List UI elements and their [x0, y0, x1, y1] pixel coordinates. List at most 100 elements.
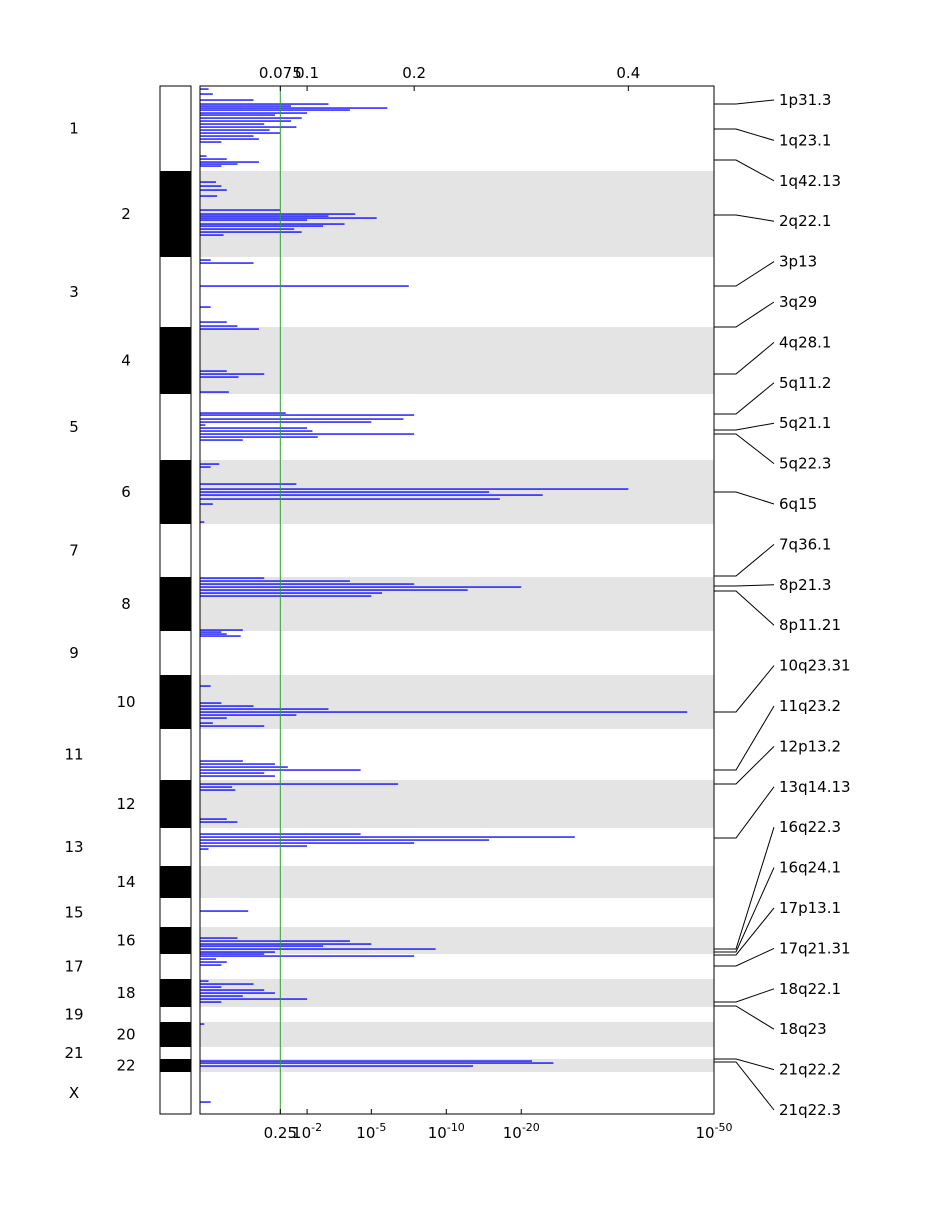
cytoband-leader — [714, 1061, 775, 1111]
g-score-bar — [200, 943, 372, 945]
chrom-label-2: 2 — [121, 205, 131, 223]
g-score-bar — [200, 321, 227, 323]
g-score-bar — [200, 940, 350, 942]
bottom-tick-label: 0.25 — [264, 1124, 297, 1142]
chrom-label-13: 13 — [64, 838, 83, 856]
g-score-bar — [200, 1001, 222, 1003]
cytoband-label: 1q42.13 — [779, 172, 841, 190]
g-score-bar — [200, 427, 308, 429]
g-score-bar — [200, 635, 241, 637]
cytoband-label: 12p13.2 — [779, 737, 841, 755]
g-score-bar — [200, 231, 302, 233]
g-score-bar — [200, 99, 254, 101]
g-score-bar — [200, 1060, 532, 1062]
g-score-bar — [200, 209, 281, 211]
cytoband-leader — [714, 584, 775, 587]
cytoband-leader — [714, 301, 775, 328]
g-score-bar — [200, 685, 211, 687]
g-score-bar — [200, 234, 224, 236]
chrom-label-20: 20 — [116, 1026, 135, 1044]
g-score-bar — [200, 953, 265, 955]
g-score-bar — [200, 325, 238, 327]
g-score-bar — [200, 631, 222, 633]
g-score-bar — [200, 414, 415, 416]
g-score-bar — [200, 132, 281, 134]
g-score-bar — [200, 818, 227, 820]
g-score-bar — [200, 503, 213, 505]
cytoband-leader — [714, 665, 775, 713]
g-score-bar — [200, 717, 227, 719]
chrom-band-10 — [200, 675, 714, 729]
g-score-bar — [200, 498, 500, 500]
g-score-bar — [200, 836, 575, 838]
g-score-bar — [200, 961, 227, 963]
g-score-bar — [200, 228, 295, 230]
g-score-bar — [200, 488, 629, 490]
cytoband-leader — [714, 786, 775, 839]
g-score-bar — [200, 163, 238, 165]
g-score-bar — [200, 195, 218, 197]
cytoband-label: 21q22.3 — [779, 1101, 841, 1119]
cytoband-label: 5q11.2 — [779, 374, 831, 392]
cytoband-leader — [714, 827, 775, 950]
g-score-bar — [200, 586, 522, 588]
g-score-bar — [200, 430, 313, 432]
chrom-label-4: 4 — [121, 352, 131, 370]
bottom-tick-label: 10-5 — [356, 1121, 386, 1142]
chromosome-bands — [200, 171, 714, 1072]
g-score-bar — [200, 702, 222, 704]
g-score-bar — [200, 373, 265, 375]
chrom-label-19: 19 — [64, 1006, 83, 1024]
g-score-bar — [200, 580, 350, 582]
ideogram-block-12 — [160, 780, 191, 828]
cytoband-label: 16q22.3 — [779, 818, 841, 836]
g-score-bar — [200, 592, 383, 594]
cytoband-label: 11q23.2 — [779, 697, 841, 715]
ideogram-block-20 — [160, 1022, 191, 1047]
top-tick-label: 0.075 — [259, 64, 302, 82]
g-score-bar — [200, 117, 302, 119]
g-score-bar — [200, 262, 254, 264]
cytoband-leader — [714, 491, 775, 505]
g-score-bar — [200, 763, 275, 765]
cytoband-label: 18q22.1 — [779, 980, 841, 998]
g-score-bar — [200, 439, 243, 441]
g-score-bar — [200, 112, 308, 114]
cytoband-leader — [714, 947, 775, 967]
chrom-label-X: X — [69, 1084, 79, 1102]
g-score-bar — [200, 120, 292, 122]
g-score-bar — [200, 107, 388, 109]
g-score-bar — [200, 483, 297, 485]
g-score-bar — [200, 910, 249, 912]
top-tick-label: 0.4 — [616, 64, 640, 82]
ideogram-block-10 — [160, 675, 191, 729]
cytoband-leader — [714, 590, 775, 626]
g-score-bar — [200, 494, 543, 496]
g-score-bar — [200, 789, 236, 791]
ideogram-block-4 — [160, 327, 191, 394]
cytoband-leader — [714, 705, 775, 771]
g-score-bar — [200, 114, 275, 116]
chrom-label-9: 9 — [69, 644, 79, 662]
g-score-bar — [200, 986, 222, 988]
g-score-bar — [200, 223, 345, 225]
g-score-bar — [200, 955, 415, 957]
cytoband-label: 17q21.31 — [779, 939, 851, 957]
chrom-label-11: 11 — [64, 746, 83, 764]
g-score-bar — [200, 1065, 474, 1067]
g-score-bar — [200, 951, 275, 953]
cytoband-label: 2q22.1 — [779, 212, 831, 230]
g-score-bar — [200, 217, 377, 219]
cytoband-label: 17p13.1 — [779, 899, 841, 917]
g-score-bar — [200, 786, 233, 788]
chrom-band-4 — [200, 327, 714, 394]
cytoband-leader — [714, 382, 775, 415]
bottom-tick-label: 10-2 — [292, 1121, 322, 1142]
g-score-bar — [200, 103, 329, 105]
chrom-band-18 — [200, 979, 714, 1007]
chromosome-ideogram — [159, 85, 192, 1115]
g-score-bar — [200, 436, 318, 438]
cytoband-label: 3q29 — [779, 293, 817, 311]
g-score-bar — [200, 992, 275, 994]
